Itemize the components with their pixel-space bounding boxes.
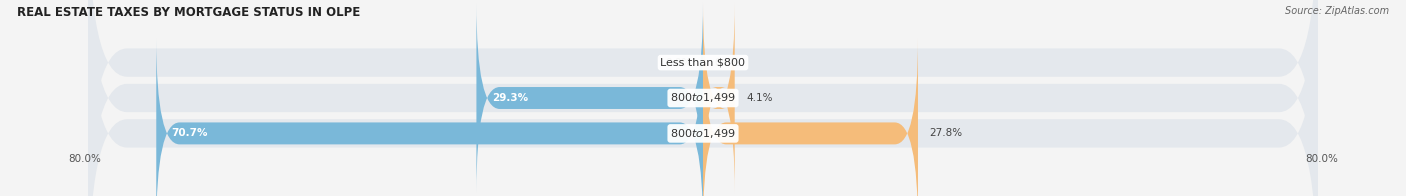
Text: $800 to $1,499: $800 to $1,499 (671, 92, 735, 104)
FancyBboxPatch shape (89, 0, 1317, 196)
FancyBboxPatch shape (703, 3, 735, 193)
Text: 27.8%: 27.8% (929, 128, 963, 138)
Text: 0.0%: 0.0% (665, 58, 692, 68)
FancyBboxPatch shape (89, 0, 1317, 196)
FancyBboxPatch shape (477, 3, 703, 193)
Text: $800 to $1,499: $800 to $1,499 (671, 127, 735, 140)
FancyBboxPatch shape (703, 38, 918, 196)
Text: REAL ESTATE TAXES BY MORTGAGE STATUS IN OLPE: REAL ESTATE TAXES BY MORTGAGE STATUS IN … (17, 6, 360, 19)
Text: Source: ZipAtlas.com: Source: ZipAtlas.com (1285, 6, 1389, 16)
Text: 70.7%: 70.7% (172, 128, 208, 138)
FancyBboxPatch shape (89, 0, 1317, 196)
Text: 4.1%: 4.1% (747, 93, 773, 103)
Text: 29.3%: 29.3% (492, 93, 529, 103)
FancyBboxPatch shape (156, 38, 703, 196)
Text: Less than $800: Less than $800 (661, 58, 745, 68)
Text: 0.0%: 0.0% (714, 58, 741, 68)
